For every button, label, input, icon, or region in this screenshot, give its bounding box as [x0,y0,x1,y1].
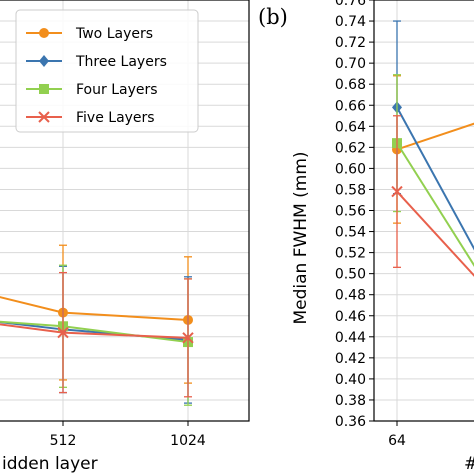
y-tick-label: 0.48 [335,288,366,304]
panel-a: 512 1024 idden layer Two Layers Three Layers… [0,0,250,474]
data-point [57,326,69,339]
data-point [182,332,194,344]
legend-entry: Four Layers [76,82,158,98]
y-tick-label: 0.36 [335,414,366,430]
x-axis-label: idden layer [2,454,98,474]
x-tick-label: 512 [50,433,77,449]
y-tick-label: 0.72 [335,35,366,51]
y-tick-label: 0.46 [335,309,366,325]
series-group [0,244,194,406]
data-point [39,28,49,38]
y-axis-label-b: Median FWHM (mm) [291,151,311,324]
y-tick-label: 0.44 [335,330,366,346]
panel-b-label: (b) [258,5,288,29]
data-point [39,84,49,94]
data-point [391,185,403,198]
plot-frame [0,0,250,422]
y-tick-label: 0.66 [335,98,366,114]
legend: Two Layers Three Layers Four Layers Five La… [15,9,199,133]
data-point [38,111,50,123]
series-line [396,142,474,268]
plot-frame [373,0,474,422]
y-tick-label: 0.52 [335,246,366,262]
x-axis-label: # [464,454,474,474]
y-tick-label: 0.68 [335,77,366,93]
y-tick-label: 0.76 [335,0,366,9]
legend-entry: Five Layers [76,110,155,126]
x-tick-label: 1024 [170,433,206,449]
series-line [396,106,474,251]
y-tick-label: 0.74 [335,14,366,30]
y-tick-label: 0.54 [335,225,366,241]
panel-b: 0.36 0.38 0.40 0.42 0.44 0.46 0.48 0.50 0.52 0.54… [335,0,474,474]
series-line [396,190,474,277]
y-tick-label: 0.60 [335,161,366,177]
y-tick-label: 0.70 [335,56,366,72]
y-tick-label: 0.58 [335,182,366,198]
legend-box [15,9,199,133]
series-line [396,122,474,151]
legend-entry: Three Layers [75,54,167,70]
y-tick-label: 0.40 [335,372,366,388]
y-tick-label: 0.50 [335,267,366,283]
y-tick-label: 0.62 [335,140,366,156]
legend-entry: Two Layers [75,26,153,42]
y-tick-label: 0.64 [335,119,366,135]
series-group [391,20,474,277]
y-tick-label: 0.56 [335,204,366,220]
y-tick-label: 0.42 [335,351,366,367]
data-point [39,55,49,67]
x-tick-label: 64 [388,433,406,449]
y-tick-label: 0.38 [335,393,366,409]
